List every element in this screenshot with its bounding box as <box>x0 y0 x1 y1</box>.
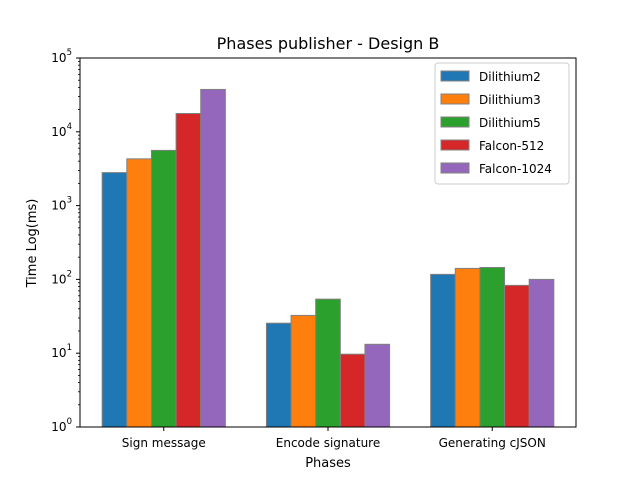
x-tick-label: Sign message <box>122 436 206 450</box>
bars-layer <box>101 88 555 428</box>
y-tick-exponent: 0 <box>67 417 72 427</box>
legend: Dilithium2 Dilithium3 Dilithium5 Falcon-512… <box>434 62 570 185</box>
bar-dilithium5-2 <box>479 266 506 428</box>
y-tick-base: 10 <box>51 51 66 65</box>
bar-falcon-1024-0 <box>200 88 226 428</box>
bar-falcon-1024-1 <box>364 343 391 428</box>
bar-dilithium3-2 <box>454 267 481 428</box>
y-tick-exponent: 3 <box>67 196 72 206</box>
x-tick-label: Encode signature <box>276 436 380 450</box>
y-tick-base: 10 <box>51 420 66 434</box>
y-tick-label: 100 <box>51 417 72 434</box>
bar-dilithium5-0 <box>150 149 177 428</box>
bar-falcon-512-0 <box>175 113 202 428</box>
y-tick-exponent: 1 <box>67 343 72 353</box>
legend-label: Dilithium3 <box>479 93 541 107</box>
legend-box <box>434 62 570 185</box>
chart-title: Phases publisher - Design B <box>217 34 440 53</box>
legend-swatch <box>440 162 470 174</box>
y-tick-label: 103 <box>51 196 72 213</box>
x-axis-label: Phases <box>305 456 351 471</box>
x-tick-label: Generating cJSON <box>439 436 546 450</box>
bar-dilithium2-0 <box>101 172 128 428</box>
bar-dilithium2-2 <box>430 273 456 428</box>
bar-dilithium2-1 <box>265 322 292 428</box>
legend-label: Falcon-1024 <box>479 162 552 176</box>
bar-falcon-512-2 <box>504 284 530 428</box>
y-tick-exponent: 4 <box>67 122 72 132</box>
bar-falcon-512-1 <box>339 353 366 428</box>
legend-swatch <box>440 116 470 128</box>
y-axis-label: Time Log(ms) <box>25 199 40 289</box>
legend-swatch <box>440 70 470 82</box>
y-tick-label: 104 <box>51 122 72 139</box>
y-tick-exponent: 5 <box>67 48 72 58</box>
y-tick-label: 101 <box>51 343 72 360</box>
legend-swatch <box>440 93 470 105</box>
legend-label: Dilithium5 <box>479 116 541 130</box>
bar-dilithium3-0 <box>126 158 152 428</box>
legend-label: Dilithium2 <box>479 70 541 84</box>
bar-falcon-1024-2 <box>528 278 555 428</box>
y-tick-base: 10 <box>51 199 66 213</box>
bar-dilithium3-1 <box>290 314 317 428</box>
y-tick-base: 10 <box>51 346 66 360</box>
y-tick-label: 105 <box>51 48 72 65</box>
y-tick-base: 10 <box>51 272 66 286</box>
bar-dilithium5-1 <box>315 298 341 428</box>
y-tick-exponent: 2 <box>67 269 72 279</box>
y-tick-label: 102 <box>51 269 72 286</box>
legend-label: Falcon-512 <box>479 139 544 153</box>
legend-swatch <box>440 139 470 151</box>
y-tick-base: 10 <box>51 125 66 139</box>
